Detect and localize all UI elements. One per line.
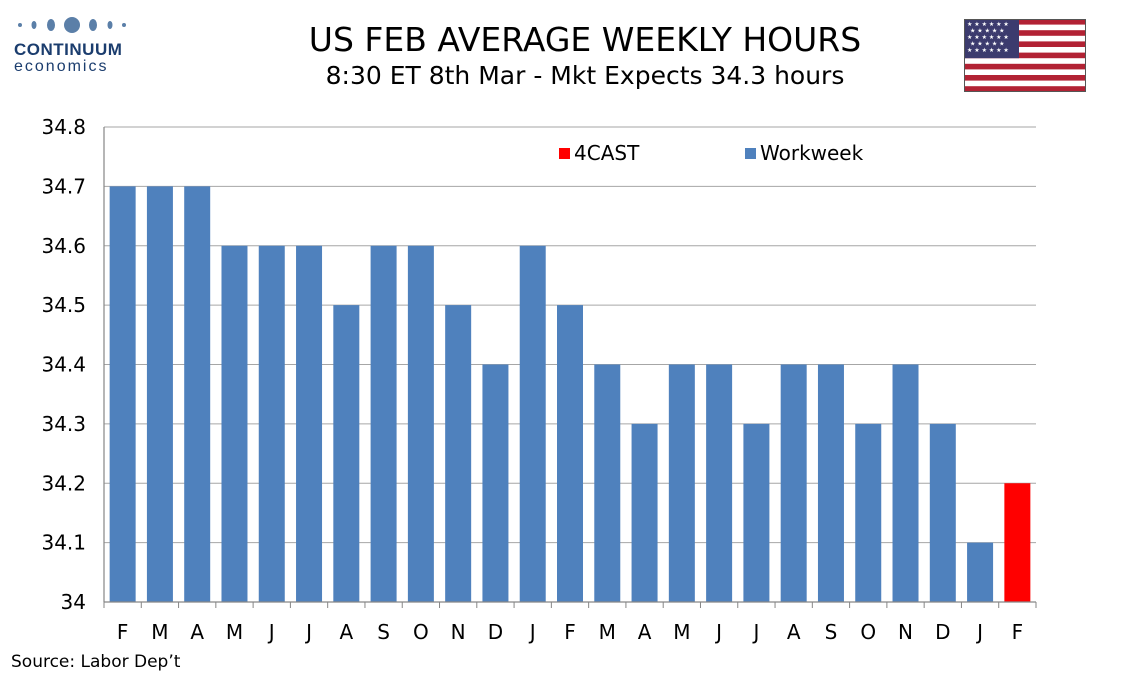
x-tick-label: N [898, 620, 913, 644]
workweek-bar [109, 186, 136, 602]
workweek-bar [706, 364, 733, 602]
x-tick-label: A [638, 620, 652, 644]
workweek-bar [519, 245, 546, 602]
continuum-logo: CONTINUUM economics [14, 14, 134, 76]
workweek-bar [892, 364, 919, 602]
x-tick-label: J [714, 620, 722, 644]
x-tick-label: M [226, 620, 243, 644]
workweek-bar [333, 305, 360, 602]
legend-label-4cast: 4CAST [574, 141, 640, 165]
y-tick-label: 34.5 [41, 293, 86, 317]
x-tick-label: A [339, 620, 353, 644]
x-tick-label: O [860, 620, 876, 644]
forecast-bar [1004, 483, 1031, 602]
workweek-bar [855, 423, 882, 602]
svg-text:★ ★ ★ ★ ★ ★: ★ ★ ★ ★ ★ ★ [967, 21, 1009, 28]
x-tick-label: M [673, 620, 690, 644]
svg-text:★ ★ ★ ★ ★ ★: ★ ★ ★ ★ ★ ★ [967, 34, 1009, 41]
workweek-bar [407, 245, 434, 602]
x-tick-label: N [451, 620, 466, 644]
workweek-bar [817, 364, 844, 602]
chart-title: US FEB AVERAGE WEEKLY HOURS [308, 20, 862, 59]
x-tick-label: J [304, 620, 312, 644]
workweek-bar [370, 245, 397, 602]
logo-dots-icon [18, 17, 126, 33]
y-tick-label: 34.7 [41, 174, 86, 198]
x-tick-label: J [751, 620, 759, 644]
workweek-bar [482, 364, 509, 602]
x-tick-label: A [190, 620, 204, 644]
x-tick-label: J [528, 620, 536, 644]
us-flag-icon: ★ ★ ★ ★ ★ ★ ★ ★ ★ ★ ★ ★ ★ ★ ★ ★ ★ ★ ★ ★ … [964, 19, 1086, 92]
x-tick-label: J [267, 620, 275, 644]
workweek-bar [258, 245, 285, 602]
workweek-bar [631, 423, 658, 602]
workweek-bar [557, 305, 583, 602]
workweek-bar [780, 364, 807, 602]
legend-swatch-workweek [745, 148, 756, 159]
logo-name: CONTINUUM [14, 40, 123, 59]
y-tick-label: 34.3 [41, 412, 86, 436]
workweek-bar [594, 364, 621, 602]
x-tick-label: F [1012, 620, 1024, 644]
svg-text:★ ★ ★ ★ ★: ★ ★ ★ ★ ★ [970, 41, 1005, 48]
workweek-bar [221, 245, 248, 602]
y-tick-label: 34.4 [41, 353, 86, 377]
logo-sub: economics [14, 58, 109, 75]
workweek-bar [184, 186, 211, 602]
workweek-bar [929, 423, 956, 602]
x-tick-label: O [413, 620, 429, 644]
x-tick-label: M [151, 620, 168, 644]
y-tick-label: 34.1 [41, 531, 86, 555]
x-tick-label: M [599, 620, 616, 644]
svg-text:★ ★ ★ ★ ★ ★: ★ ★ ★ ★ ★ ★ [967, 47, 1009, 54]
x-tick-label: D [488, 620, 503, 644]
source-note: Source: Labor Dep’t [11, 652, 181, 672]
x-tick-label: S [825, 620, 838, 644]
y-tick-label: 34.2 [41, 471, 86, 495]
chart-subtitle: 8:30 ET 8th Mar - Mkt Expects 34.3 hours [325, 61, 845, 90]
workweek-bar [445, 305, 472, 602]
legend-swatch-4cast [559, 148, 570, 159]
x-tick-label: F [564, 620, 576, 644]
x-tick-label: A [787, 620, 801, 644]
x-tick-label: S [377, 620, 390, 644]
y-tick-label: 34 [61, 590, 86, 614]
legend-label-workweek: Workweek [760, 141, 864, 165]
y-tick-label: 34.8 [41, 115, 86, 139]
y-tick-label: 34.6 [41, 234, 86, 258]
workweek-bar [146, 186, 173, 602]
svg-text:★ ★ ★ ★ ★: ★ ★ ★ ★ ★ [970, 28, 1005, 35]
workweek-bar [296, 245, 323, 602]
workweek-bar [668, 364, 695, 602]
x-tick-label: F [117, 620, 129, 644]
x-tick-label: D [935, 620, 950, 644]
workweek-bar [743, 423, 770, 602]
x-tick-label: J [975, 620, 983, 644]
workweek-bar [967, 542, 994, 602]
